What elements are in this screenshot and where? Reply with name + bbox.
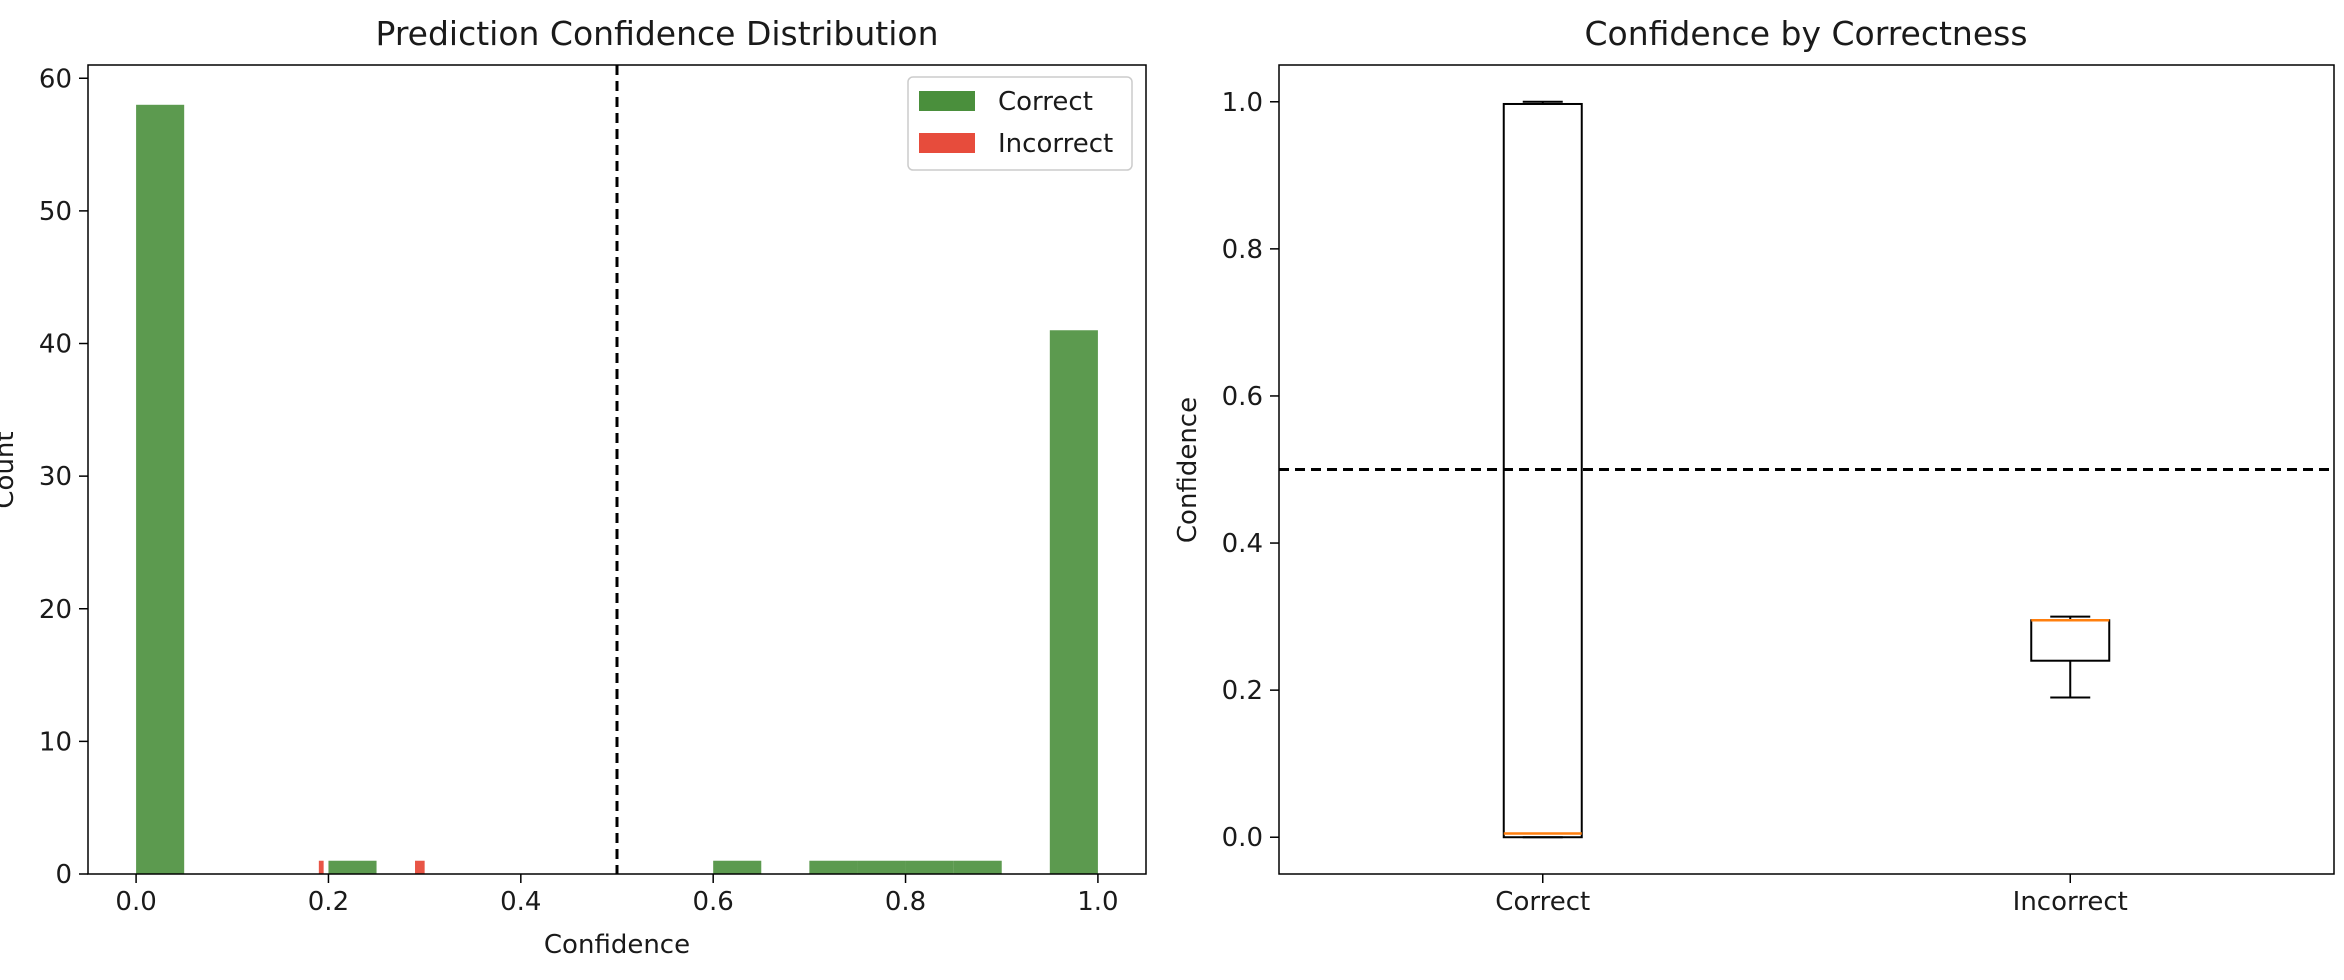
histogram-axes-frame	[87, 64, 1147, 875]
legend-label-correct: Correct	[998, 87, 1093, 117]
y-tick-label: 60	[39, 64, 72, 94]
histogram-y-label: Count	[0, 431, 20, 508]
x-tick-label: 0.0	[115, 887, 156, 917]
histogram-title: Prediction Confidence Distribution	[376, 14, 939, 53]
x-tick-label: 0.2	[308, 887, 349, 917]
boxplot-x-ticks: Correct Incorrect	[1495, 874, 2128, 917]
y-tick-label: 20	[39, 595, 72, 625]
x-tick-label: Correct	[1495, 887, 1590, 917]
x-tick-label: Incorrect	[2013, 887, 2128, 917]
histogram-bars	[136, 104, 1098, 875]
x-tick-label: 0.8	[885, 887, 926, 917]
histogram-chart: Prediction Confidence Distribution 0.0 0.…	[0, 14, 1147, 960]
box-correct	[1502, 102, 1583, 839]
y-tick-label: 50	[39, 197, 72, 227]
histogram-y-ticks: 0 10 20 30 40 50 60	[39, 64, 88, 890]
y-tick-label: 0.6	[1222, 382, 1263, 412]
bar-correct-5	[905, 860, 954, 874]
boxplot-y-label: Confidence	[1173, 397, 1203, 543]
y-tick-label: 0.4	[1222, 529, 1263, 559]
bar-incorrect-1	[415, 860, 425, 874]
y-tick-label: 0.0	[1222, 823, 1263, 853]
bar-correct-7	[1049, 330, 1098, 874]
legend: Correct Incorrect	[907, 76, 1133, 171]
histogram-x-label: Confidence	[544, 930, 690, 960]
bar-correct-2	[713, 860, 762, 874]
x-tick-label: 1.0	[1077, 887, 1118, 917]
y-tick-label: 40	[39, 330, 72, 360]
legend-label-incorrect: Incorrect	[998, 129, 1113, 159]
y-tick-label: 10	[39, 727, 72, 757]
y-tick-label: 30	[39, 462, 72, 492]
bar-correct-3	[809, 860, 858, 874]
boxplot-y-ticks: 0.0 0.2 0.4 0.6 0.8 1.0	[1222, 88, 1279, 853]
y-tick-label: 1.0	[1222, 88, 1263, 118]
boxplot-chart: Confidence by Correctness Correct Incorre…	[1173, 14, 2335, 917]
y-tick-label: 0.8	[1222, 235, 1263, 265]
bar-correct-1	[328, 860, 377, 874]
x-tick-label: 0.6	[693, 887, 734, 917]
legend-swatch-incorrect	[919, 133, 975, 153]
box-incorrect	[2030, 619, 2111, 662]
legend-swatch-correct	[919, 91, 975, 111]
boxplot-title: Confidence by Correctness	[1584, 14, 2027, 53]
bar-correct-4	[857, 860, 906, 874]
bar-incorrect-0	[318, 860, 324, 874]
boxplot-axes-frame	[1278, 64, 2335, 875]
bar-correct-0	[136, 104, 185, 875]
histogram-x-ticks: 0.0 0.2 0.4 0.6 0.8 1.0	[115, 874, 1119, 917]
y-tick-label: 0.2	[1222, 676, 1263, 706]
x-tick-label: 0.4	[500, 887, 541, 917]
y-tick-label: 0	[55, 860, 72, 890]
boxplot-boxes	[1502, 100, 2111, 839]
bar-correct-6	[953, 860, 1002, 874]
